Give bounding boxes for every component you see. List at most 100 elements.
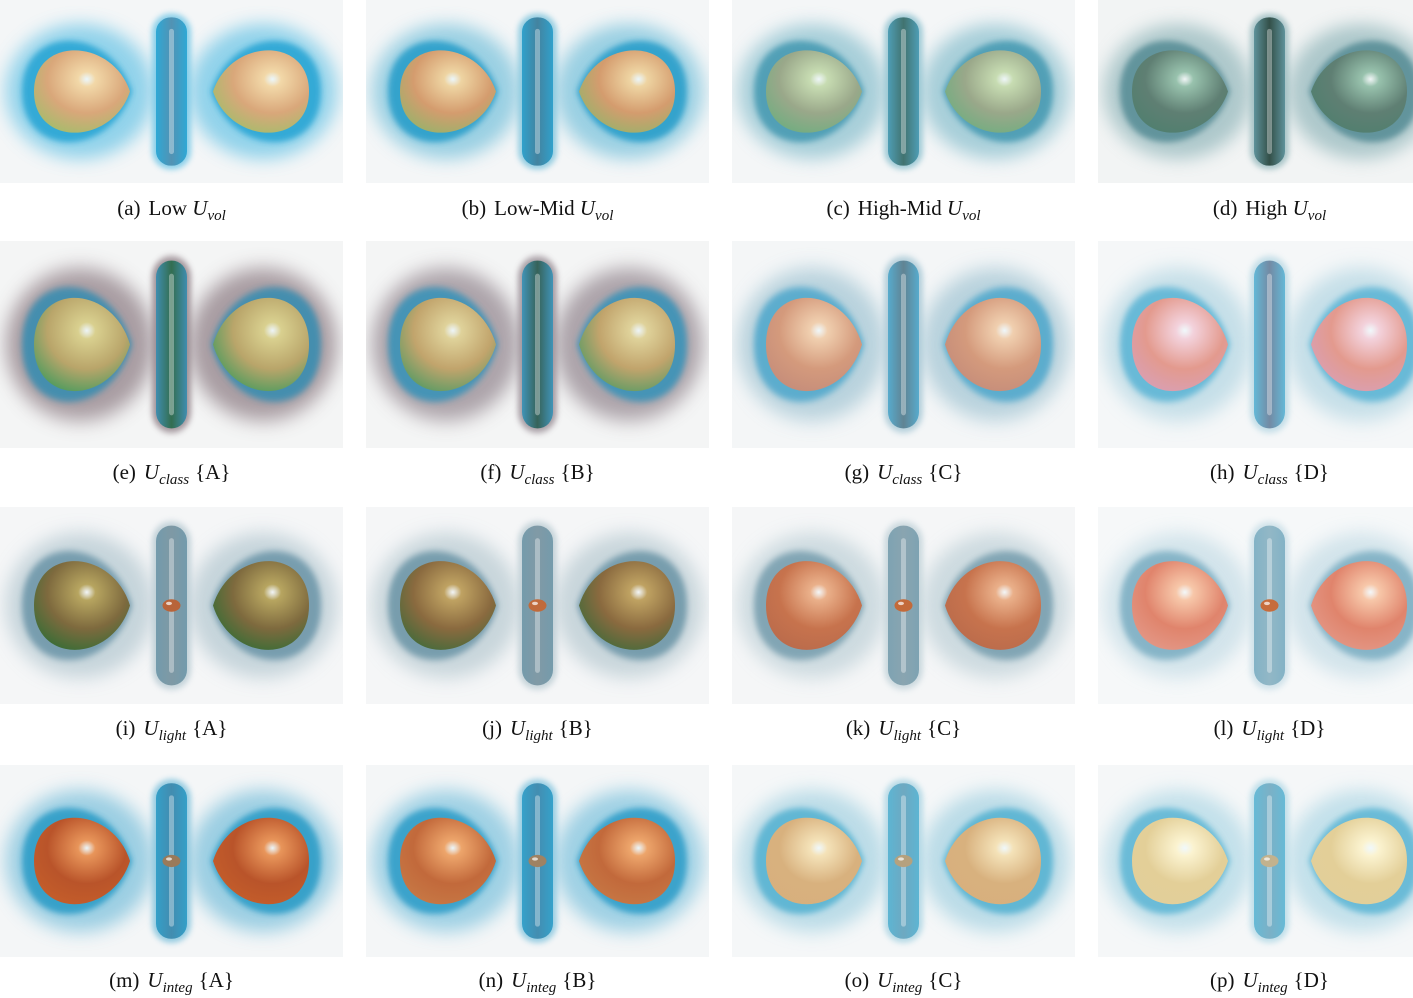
panel-label: (a) bbox=[117, 196, 141, 220]
center-bar bbox=[884, 256, 923, 433]
right-lobe bbox=[1287, 268, 1413, 421]
caption-symbol: U bbox=[1242, 460, 1258, 484]
caption-prefix: Low bbox=[148, 196, 188, 220]
right-lobe bbox=[189, 24, 337, 159]
center-bar bbox=[884, 779, 923, 943]
panel-caption: (j) Ulight {B} bbox=[366, 716, 709, 744]
panel-rendering bbox=[366, 241, 709, 448]
right-lobe bbox=[189, 532, 337, 679]
panel-caption: (m) Uinteg {A} bbox=[0, 968, 343, 996]
left-lobe bbox=[6, 790, 154, 932]
panel-rendering bbox=[0, 241, 343, 448]
left-lobe bbox=[6, 268, 154, 421]
caption-symbol: U bbox=[878, 716, 894, 740]
center-bar bbox=[1250, 779, 1289, 943]
panel-caption: (e) Uclass {A} bbox=[0, 460, 343, 488]
caption-subscript: integ bbox=[526, 980, 557, 996]
panel-label: (c) bbox=[826, 196, 850, 220]
right-lobe bbox=[189, 268, 337, 421]
panel-rendering bbox=[366, 0, 709, 183]
caption-subscript: integ bbox=[162, 980, 193, 996]
panel-rendering bbox=[366, 765, 709, 957]
panel-caption: (o) Uinteg {C} bbox=[732, 968, 1075, 996]
caption-symbol: U bbox=[1242, 968, 1258, 992]
center-bar bbox=[152, 256, 191, 433]
left-lobe bbox=[6, 532, 154, 679]
panel-label: (l) bbox=[1213, 716, 1234, 740]
caption-suffix: {D} bbox=[1290, 716, 1326, 740]
right-lobe bbox=[555, 790, 703, 932]
panel-label: (g) bbox=[844, 460, 870, 484]
panel-label: (e) bbox=[112, 460, 136, 484]
panel-label: (h) bbox=[1210, 460, 1235, 484]
caption-subscript: class bbox=[159, 472, 190, 488]
panel-rendering bbox=[1098, 507, 1413, 704]
center-bar bbox=[518, 521, 557, 690]
caption-symbol: U bbox=[509, 460, 525, 484]
caption-subscript: vol bbox=[207, 208, 226, 224]
caption-suffix: {C} bbox=[927, 716, 962, 740]
left-lobe bbox=[738, 790, 886, 932]
center-bar bbox=[152, 521, 191, 690]
panel-label: (f) bbox=[480, 460, 502, 484]
right-lobe bbox=[1287, 24, 1413, 159]
caption-suffix: {A} bbox=[195, 460, 231, 484]
panel-label: (o) bbox=[844, 968, 870, 992]
left-lobe bbox=[1104, 790, 1252, 932]
center-bar bbox=[1250, 13, 1289, 170]
caption-subscript: integ bbox=[892, 980, 923, 996]
caption-subscript: vol bbox=[1307, 208, 1327, 224]
panel-caption: (c) High-Mid Uvol bbox=[732, 196, 1075, 224]
caption-subscript: integ bbox=[1257, 980, 1288, 996]
right-lobe bbox=[921, 24, 1069, 159]
panel-label: (m) bbox=[109, 968, 140, 992]
center-bar bbox=[1250, 256, 1289, 433]
panel-rendering bbox=[732, 241, 1075, 448]
caption-subscript: vol bbox=[595, 208, 614, 224]
caption-suffix: {A} bbox=[198, 968, 234, 992]
left-lobe bbox=[372, 24, 520, 159]
caption-subscript: light bbox=[525, 728, 553, 744]
left-lobe bbox=[1104, 24, 1252, 159]
panel-rendering bbox=[732, 765, 1075, 957]
center-bar bbox=[884, 521, 923, 690]
right-lobe bbox=[1287, 532, 1413, 679]
caption-subscript: class bbox=[524, 472, 555, 488]
panel-rendering bbox=[732, 507, 1075, 704]
right-lobe bbox=[1287, 790, 1413, 932]
caption-suffix: {C} bbox=[928, 460, 963, 484]
caption-prefix: High-Mid bbox=[857, 196, 942, 220]
caption-prefix: Low-Mid bbox=[494, 196, 575, 220]
panel-rendering bbox=[732, 0, 1075, 183]
panel-label: (k) bbox=[845, 716, 871, 740]
caption-suffix: {B} bbox=[562, 968, 597, 992]
caption-suffix: {D} bbox=[1293, 460, 1329, 484]
panel-rendering bbox=[1098, 241, 1413, 448]
panel-caption: (i) Ulight {A} bbox=[0, 716, 343, 744]
right-lobe bbox=[921, 790, 1069, 932]
left-lobe bbox=[1104, 532, 1252, 679]
caption-symbol: U bbox=[1292, 196, 1308, 220]
panel-rendering bbox=[366, 507, 709, 704]
left-lobe bbox=[1104, 268, 1252, 421]
center-bar bbox=[152, 13, 191, 170]
center-bar bbox=[518, 256, 557, 433]
left-lobe bbox=[372, 532, 520, 679]
center-bar bbox=[152, 779, 191, 943]
right-lobe bbox=[921, 532, 1069, 679]
panel-rendering bbox=[1098, 0, 1413, 183]
panel-caption: (n) Uinteg {B} bbox=[366, 968, 709, 996]
right-lobe bbox=[189, 790, 337, 932]
right-lobe bbox=[555, 532, 703, 679]
right-lobe bbox=[921, 268, 1069, 421]
caption-symbol: U bbox=[192, 196, 208, 220]
caption-symbol: U bbox=[147, 968, 163, 992]
panel-caption: (b) Low-Mid Uvol bbox=[366, 196, 709, 224]
panel-label: (d) bbox=[1212, 196, 1238, 220]
panel-label: (p) bbox=[1210, 968, 1235, 992]
caption-subscript: light bbox=[893, 728, 921, 744]
caption-subscript: light bbox=[1256, 728, 1285, 744]
caption-prefix: High bbox=[1245, 196, 1288, 220]
caption-suffix: {B} bbox=[558, 716, 593, 740]
center-bar bbox=[1250, 521, 1289, 690]
